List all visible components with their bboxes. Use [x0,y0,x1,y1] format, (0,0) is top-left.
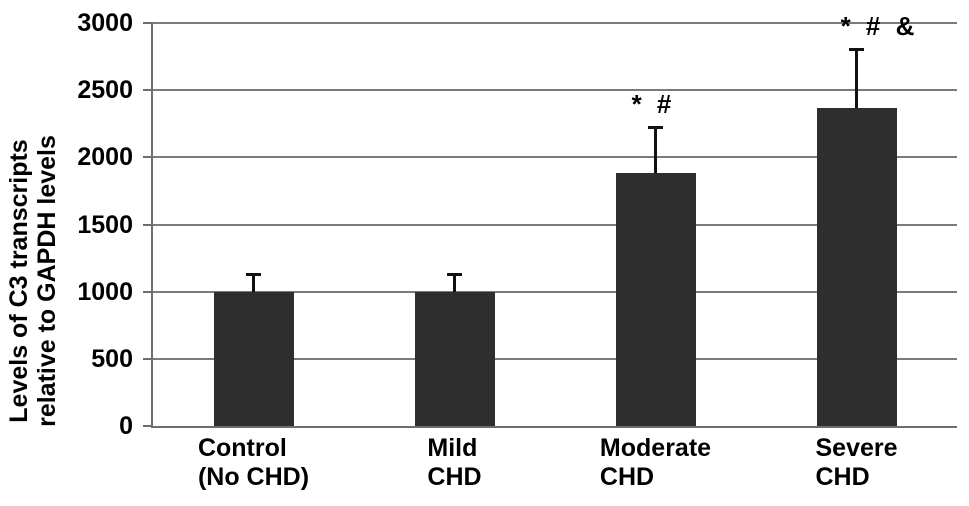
y-tick-mark [143,290,153,293]
y-tick-label: 1500 [77,210,133,239]
category-label-line2: CHD [599,463,655,491]
error-bar [252,274,255,292]
gridline [153,89,957,92]
significance-annotation: * # & [840,11,915,42]
y-tick-label: 3000 [77,9,133,37]
gridline [153,357,957,360]
bar [816,107,897,426]
y-tick-mark [143,156,153,159]
bar [615,173,696,426]
y-tick-mark [143,425,153,427]
bar [213,291,294,426]
error-bar [453,274,456,292]
y-tick-label: 2500 [77,76,133,105]
y-tick-mark [143,357,153,360]
error-bar-cap [849,47,864,51]
gridline [153,22,957,24]
error-bar-cap [447,272,462,276]
x-labels-layer: Control (No CHD) Mild CHD Moderate CHD Severe C… [153,434,957,504]
error-bar-cap [246,272,261,276]
category-label-line2: CHD [815,463,870,491]
y-tick-label: 1000 [77,277,133,306]
bar [414,291,495,426]
category-label-text: Control (No CHD) [198,434,309,492]
y-tick-label: 0 [119,412,133,440]
category-label: Mild CHD [354,434,555,492]
category-label: Severe CHD [756,434,957,492]
category-label-line1: Severe [815,434,898,462]
y-tick-mark [143,223,153,226]
y-tick-mark [143,89,153,92]
category-label-line1: Moderate [599,434,712,462]
gridline [153,223,957,226]
plot-area: * # * # & [151,11,957,428]
error-bar [654,127,657,174]
category-label: Moderate CHD [555,434,756,492]
category-label: Control (No CHD) [153,434,354,492]
category-label-line1: Mild [427,434,478,462]
error-bar-cap [648,125,663,129]
gridline [153,290,957,293]
y-tick-label: 500 [91,344,133,373]
category-label-text: Moderate CHD [600,434,711,492]
category-label-line2: CHD [427,463,482,491]
gridline [153,156,957,159]
category-label-line2: (No CHD) [197,463,310,491]
category-label-text: Mild CHD [427,434,481,492]
y-tick-label: 2000 [77,143,133,172]
y-tick-mark [143,22,153,24]
error-bar [855,49,858,108]
significance-annotation: * # [631,89,672,120]
category-label-text: Severe CHD [815,434,897,492]
category-label-line1: Control [197,434,287,462]
